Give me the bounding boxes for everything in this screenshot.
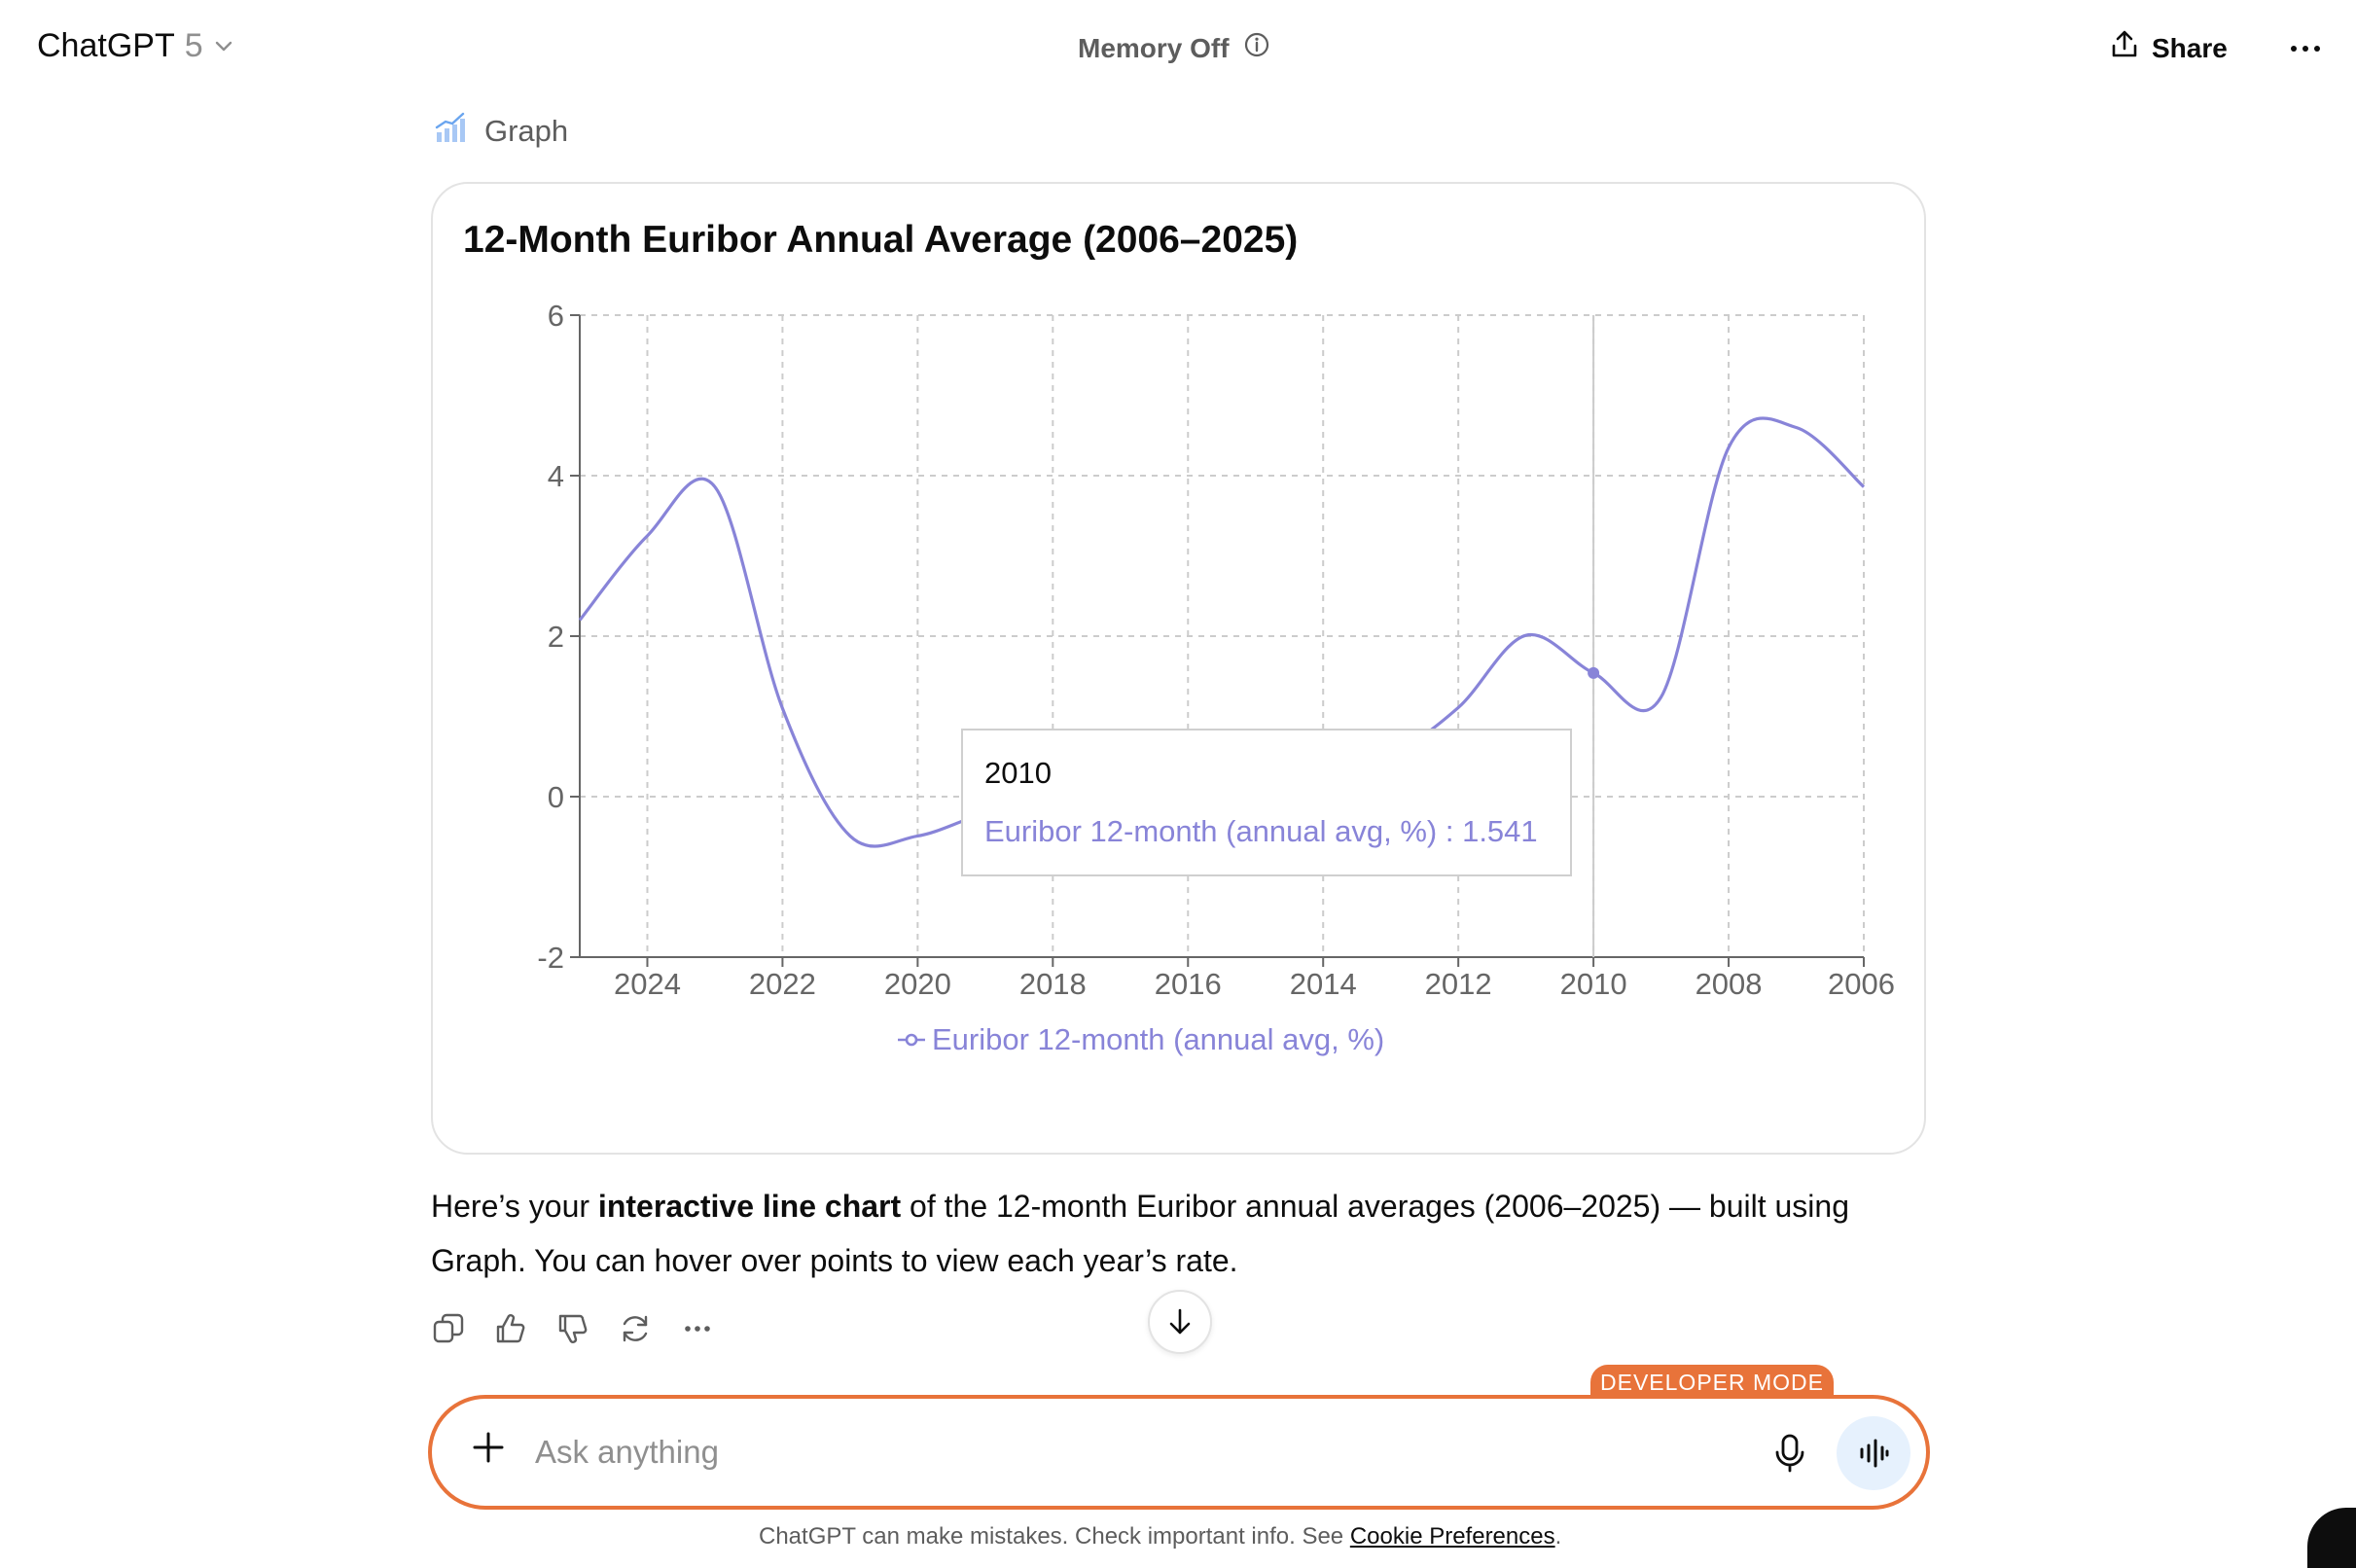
voice-mode-button[interactable] xyxy=(1837,1416,1910,1490)
copy-icon[interactable] xyxy=(431,1311,466,1346)
footer-end: . xyxy=(1554,1523,1562,1550)
microphone-icon xyxy=(1775,1434,1804,1473)
regenerate-icon[interactable] xyxy=(618,1311,653,1346)
developer-mode-badge: DEVELOPER MODE xyxy=(1590,1365,1834,1400)
message-text-1: Here’s your xyxy=(431,1189,598,1224)
more-options-button[interactable] xyxy=(2288,25,2323,69)
plus-icon xyxy=(473,1432,504,1463)
chart-card xyxy=(431,182,1926,1155)
memory-status-label: Memory Off xyxy=(1078,32,1230,63)
cookie-preferences-link[interactable]: Cookie Preferences xyxy=(1349,1523,1555,1550)
share-label: Share xyxy=(2152,32,2228,63)
prompt-input[interactable]: Ask anything xyxy=(535,1434,719,1470)
app-name: ChatGPT xyxy=(37,27,175,64)
legend-marker-icon xyxy=(897,1022,926,1057)
share-icon xyxy=(2109,29,2140,67)
x-tick-label: 2010 xyxy=(1560,967,1627,1001)
share-button[interactable]: Share xyxy=(2109,29,2228,67)
tool-name: Graph xyxy=(484,114,569,148)
x-tick-label: 2012 xyxy=(1425,967,1492,1001)
info-icon[interactable] xyxy=(1243,31,1270,65)
chart-legend[interactable]: Euribor 12-month (annual avg, %) xyxy=(897,1022,1384,1057)
arrow-down-icon xyxy=(1169,1308,1191,1335)
y-tick-label: 4 xyxy=(548,459,564,493)
y-tick-label: 0 xyxy=(548,780,564,814)
x-tick-label: 2020 xyxy=(884,967,951,1001)
add-attachment-button[interactable] xyxy=(469,1428,508,1476)
message-actions xyxy=(431,1311,715,1346)
memory-status[interactable]: Memory Off xyxy=(1078,31,1270,65)
x-tick-label: 2022 xyxy=(749,967,816,1001)
dictate-button[interactable] xyxy=(1770,1432,1809,1479)
chart-tooltip: 2010 Euribor 12-month (annual avg, %) : … xyxy=(961,729,1572,876)
message-composer[interactable] xyxy=(428,1395,1930,1510)
message-text-2: of the 12-month Euribor annual averages … xyxy=(431,1189,1849,1278)
y-tick-label: 2 xyxy=(548,620,564,654)
model-selector[interactable]: ChatGPT 5 xyxy=(37,27,234,65)
more-icon xyxy=(2291,46,2320,52)
x-tick-label: 2014 xyxy=(1290,967,1357,1001)
tooltip-year: 2010 xyxy=(984,756,1052,790)
assistant-message: Here’s your interactive line chart of th… xyxy=(431,1179,1929,1288)
active-data-point[interactable] xyxy=(1588,666,1600,679)
tool-label: Graph xyxy=(434,111,568,152)
voice-waveform-icon xyxy=(1860,1439,1889,1468)
more-actions-icon[interactable] xyxy=(680,1311,715,1346)
scroll-to-bottom-button[interactable] xyxy=(1148,1290,1212,1354)
chart-title: 12-Month Euribor Annual Average (2006–20… xyxy=(463,219,1299,261)
y-tick-label: 6 xyxy=(548,299,564,333)
y-tick-label: -2 xyxy=(537,941,564,975)
x-tick-label: 2006 xyxy=(1828,967,1895,1001)
x-tick-label: 2008 xyxy=(1696,967,1763,1001)
legend-label: Euribor 12-month (annual avg, %) xyxy=(932,1022,1385,1056)
footer-disclaimer: ChatGPT can make mistakes. Check importa… xyxy=(759,1523,1561,1550)
model-version: 5 xyxy=(184,27,203,64)
thumbs-down-icon[interactable] xyxy=(555,1311,590,1346)
tooltip-value: Euribor 12-month (annual avg, %) : 1.541 xyxy=(984,814,1538,848)
x-tick-label: 2018 xyxy=(1019,967,1087,1001)
message-bold-text: interactive line chart xyxy=(597,1189,902,1224)
thumbs-up-icon[interactable] xyxy=(493,1311,528,1346)
chart-icon xyxy=(434,111,467,152)
chevron-down-icon xyxy=(213,27,234,65)
footer-text: ChatGPT can make mistakes. Check importa… xyxy=(759,1523,1350,1550)
x-tick-label: 2024 xyxy=(614,967,681,1001)
x-tick-label: 2016 xyxy=(1155,967,1222,1001)
